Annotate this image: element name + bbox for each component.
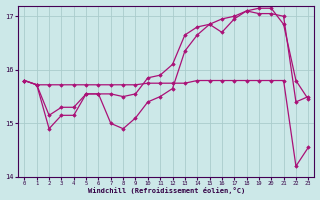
X-axis label: Windchill (Refroidissement éolien,°C): Windchill (Refroidissement éolien,°C) — [88, 187, 245, 194]
